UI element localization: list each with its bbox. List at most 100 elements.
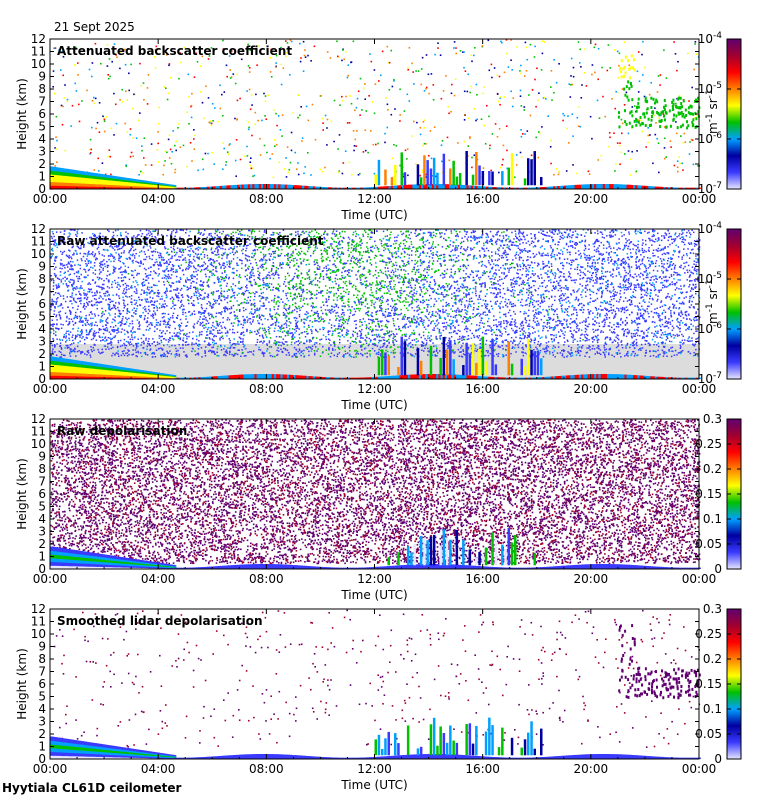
- x-tick-label: 12:00: [357, 192, 392, 206]
- x-tick-label: 16:00: [465, 572, 500, 586]
- x-tick-label: 00:00: [33, 762, 68, 776]
- x-axis-label: Time (UTC): [340, 208, 407, 222]
- y-tick-label: 3: [38, 715, 46, 729]
- x-tick-label: 20:00: [574, 572, 609, 586]
- y-tick-label: 3: [38, 335, 46, 349]
- colorbar-tick-label: 0.15: [695, 677, 722, 691]
- colorbar-tick-label: 0.2: [703, 652, 722, 666]
- colorbar-tick-label: 0: [714, 752, 722, 766]
- colorbar-unit: m-1 sr-1: [705, 89, 720, 134]
- x-tick-label: 04:00: [141, 572, 176, 586]
- colorbar-tick-label: 0.2: [703, 462, 722, 476]
- y-tick-label: 7: [38, 665, 46, 679]
- x-tick-label: 08:00: [249, 382, 284, 396]
- y-tick-label: 10: [31, 627, 46, 641]
- y-tick-label: 1: [38, 550, 46, 564]
- x-axis-label: Time (UTC): [340, 398, 407, 412]
- y-tick-label: 2: [38, 537, 46, 551]
- y-tick-label: 2: [38, 157, 46, 171]
- y-tick-label: 1: [38, 740, 46, 754]
- y-tick-label: 8: [38, 462, 46, 476]
- y-tick-label: 2: [38, 727, 46, 741]
- y-tick-label: 2: [38, 347, 46, 361]
- y-tick-label: 9: [38, 450, 46, 464]
- y-tick-label: 10: [31, 437, 46, 451]
- y-tick-label: 1: [38, 170, 46, 184]
- y-tick-label: 3: [38, 145, 46, 159]
- colorbar-tick-label: 0: [714, 562, 722, 576]
- x-tick-label: 00:00: [33, 192, 68, 206]
- y-tick-label: 5: [38, 500, 46, 514]
- site-label: Hyytiala CL61D ceilometer: [2, 781, 181, 795]
- colorbar: 00.050.10.150.20.250.3: [695, 412, 741, 576]
- colorbar-tick-label: 0.3: [703, 602, 722, 616]
- x-tick-label: 04:00: [141, 762, 176, 776]
- y-tick-label: 4: [38, 132, 46, 146]
- y-tick-label: 7: [38, 95, 46, 109]
- x-tick-label: 16:00: [465, 192, 500, 206]
- y-tick-label: 7: [38, 475, 46, 489]
- colorbar-tick-label: 10-7: [698, 371, 722, 386]
- x-tick-label: 08:00: [249, 762, 284, 776]
- y-tick-label: 12: [31, 32, 46, 46]
- x-axis-label: Time (UTC): [340, 588, 407, 602]
- panel-title: Smoothed lidar depolarisation: [57, 614, 263, 628]
- colorbar-tick-label: 0.05: [695, 727, 722, 741]
- y-axis-label: Height (km): [15, 648, 29, 719]
- x-tick-label: 16:00: [465, 382, 500, 396]
- y-tick-label: 11: [31, 615, 46, 629]
- y-tick-label: 5: [38, 690, 46, 704]
- y-tick-label: 12: [31, 602, 46, 616]
- y-tick-label: 1: [38, 360, 46, 374]
- y-axis-label: Height (km): [15, 458, 29, 529]
- y-tick-label: 7: [38, 285, 46, 299]
- colorbar-tick-label: 10-4: [698, 221, 723, 236]
- y-tick-label: 9: [38, 260, 46, 274]
- y-tick-label: 10: [31, 247, 46, 261]
- y-tick-label: 6: [38, 487, 46, 501]
- y-tick-label: 6: [38, 297, 46, 311]
- x-tick-label: 08:00: [249, 572, 284, 586]
- x-tick-label: 20:00: [574, 382, 609, 396]
- y-tick-label: 9: [38, 70, 46, 84]
- y-tick-label: 6: [38, 677, 46, 691]
- y-tick-label: 11: [31, 425, 46, 439]
- x-tick-label: 20:00: [574, 192, 609, 206]
- y-tick-label: 3: [38, 525, 46, 539]
- x-tick-label: 00:00: [682, 572, 717, 586]
- colorbar-tick-label: 0.25: [695, 437, 722, 451]
- x-tick-label: 20:00: [574, 762, 609, 776]
- x-tick-label: 00:00: [33, 382, 68, 396]
- x-tick-label: 04:00: [141, 382, 176, 396]
- colorbar-tick-label: 0.1: [703, 512, 722, 526]
- y-tick-label: 4: [38, 512, 46, 526]
- colorbar-unit: m-1 sr-1: [705, 279, 720, 324]
- x-tick-label: 12:00: [357, 382, 392, 396]
- y-tick-label: 11: [31, 45, 46, 59]
- colorbar-tick-label: 0.3: [703, 412, 722, 426]
- colorbar-tick-label: 0.1: [703, 702, 722, 716]
- colorbar: 10-710-610-510-4m-1 sr-1: [698, 31, 741, 196]
- x-tick-label: 12:00: [357, 572, 392, 586]
- colorbar-tick-label: 0.25: [695, 627, 722, 641]
- y-tick-label: 6: [38, 107, 46, 121]
- y-tick-label: 5: [38, 310, 46, 324]
- x-tick-label: 16:00: [465, 762, 500, 776]
- panel-title: Raw attenuated backscatter coefficient: [57, 234, 324, 248]
- panel-title: Attenuated backscatter coefficient: [57, 44, 292, 58]
- colorbar-gradient: [727, 229, 741, 379]
- colorbar-tick-label: 10-7: [698, 181, 722, 196]
- x-tick-label: 04:00: [141, 192, 176, 206]
- x-tick-label: 00:00: [33, 572, 68, 586]
- y-tick-label: 12: [31, 222, 46, 236]
- panel-title: Raw depolarisation: [57, 424, 187, 438]
- y-tick-label: 10: [31, 57, 46, 71]
- x-tick-label: 12:00: [357, 762, 392, 776]
- plot-area: [50, 609, 699, 759]
- y-tick-label: 8: [38, 652, 46, 666]
